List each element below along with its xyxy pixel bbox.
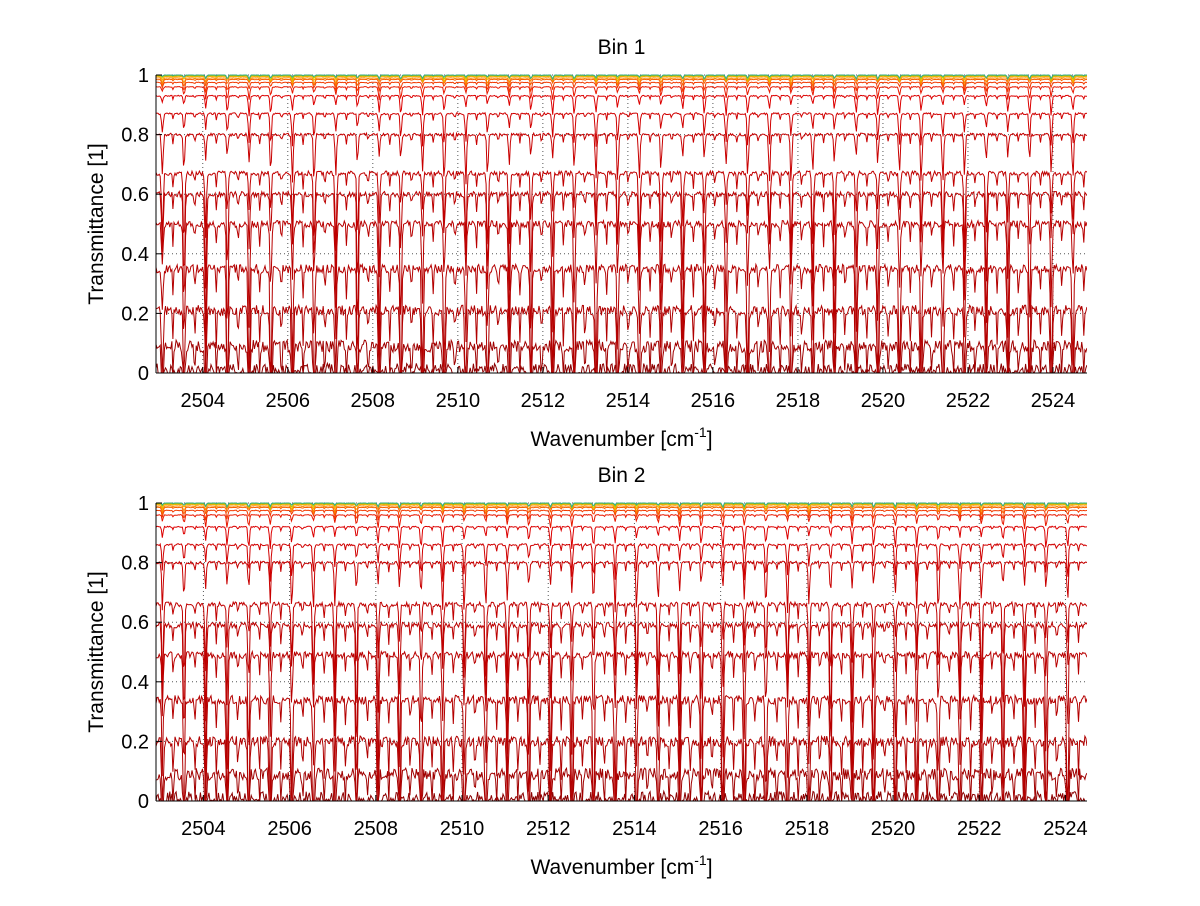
- series-line: [156, 218, 1087, 346]
- x-tick-label: 2506: [267, 818, 312, 840]
- y-tick-label: 0.4: [121, 672, 149, 694]
- y-tick-label: 1: [138, 65, 149, 87]
- x-tick-label: 2508: [354, 818, 399, 840]
- series-group: [156, 502, 1087, 801]
- x-tick-label: 2516: [691, 390, 736, 412]
- x-tick-label: 2518: [776, 390, 821, 412]
- series-line: [156, 78, 1087, 89]
- x-tick-label: 2514: [606, 390, 651, 412]
- chart-title: Bin 1: [598, 36, 646, 59]
- plot-area: [156, 503, 1087, 801]
- series-line: [156, 111, 1087, 147]
- panel-bin-2: 2504 2506 2508 2510 2512 2514 2516 2518 2520 2522…: [85, 464, 1088, 879]
- y-tick-label: 0.8: [121, 125, 149, 147]
- y-tick-label: 0.2: [121, 303, 149, 325]
- y-tick-label: 0: [138, 363, 149, 385]
- series-line: [156, 94, 1087, 117]
- series-line: [156, 506, 1087, 517]
- series-line: [156, 77, 1087, 87]
- series-line: [156, 559, 1087, 614]
- x-axis-label-main: Wavenumber [cm: [530, 428, 694, 451]
- x-tick-label: 2524: [1031, 390, 1076, 412]
- series-line: [156, 74, 1087, 81]
- x-tick-label: 2514: [612, 818, 657, 840]
- x-tick-label: 2512: [521, 390, 566, 412]
- series-line: [156, 502, 1087, 511]
- x-axis-label-close: ]: [707, 428, 713, 451]
- x-tick-label: 2504: [181, 390, 226, 412]
- series-line: [156, 649, 1087, 778]
- series-line: [156, 338, 1087, 373]
- y-tick-label: 0.4: [121, 244, 149, 266]
- x-tick-label: 2510: [436, 390, 481, 412]
- x-axis-label: Wavenumber [cm-1]: [530, 852, 712, 879]
- series-line: [156, 502, 1087, 509]
- x-tick-label: 2506: [266, 390, 311, 412]
- y-tick-label: 0.6: [121, 612, 149, 634]
- x-tick-label: 2524: [1043, 818, 1088, 840]
- x-tick-label: 2508: [351, 390, 396, 412]
- x-axis-label-exponent: -1: [694, 424, 707, 440]
- series-line: [156, 131, 1087, 185]
- series-line: [156, 189, 1087, 291]
- x-tick-label: 2504: [181, 818, 226, 840]
- x-tick-label: 2522: [957, 818, 1002, 840]
- series-line: [156, 303, 1087, 373]
- series-line: [156, 509, 1087, 521]
- series-line: [156, 81, 1087, 93]
- x-axis-label-close: ]: [707, 856, 713, 879]
- series-line: [156, 74, 1087, 82]
- series-line: [156, 525, 1087, 550]
- x-tick-label: 2520: [861, 390, 906, 412]
- series-line: [156, 262, 1087, 373]
- series-line: [156, 75, 1087, 84]
- series-line: [156, 513, 1087, 529]
- series-line: [156, 693, 1087, 801]
- chart-title: Bin 2: [598, 464, 646, 487]
- x-axis-label-exponent: -1: [694, 852, 707, 868]
- series-line: [156, 85, 1087, 101]
- series-line: [156, 789, 1087, 801]
- x-tick-label: 2520: [871, 818, 916, 840]
- series-line: [156, 600, 1087, 688]
- y-tick-label: 0.8: [121, 553, 149, 575]
- y-tick-label: 0.2: [121, 731, 149, 753]
- x-axis-label: Wavenumber [cm-1]: [530, 424, 712, 451]
- x-tick-label: 2518: [785, 818, 830, 840]
- x-tick-label: 2522: [946, 390, 991, 412]
- series-line: [156, 734, 1087, 801]
- panel-bin-1: 2504 2506 2508 2510 2512 2514 2516 2518 2520 2522…: [85, 36, 1087, 451]
- y-tick-label: 0.6: [121, 184, 149, 206]
- series-line: [156, 169, 1087, 253]
- y-axis-label: Transmittance [1]: [85, 143, 108, 304]
- x-tick-label: 2512: [526, 818, 571, 840]
- y-axis-label: Transmittance [1]: [85, 571, 108, 732]
- series-line: [156, 505, 1087, 515]
- series-line: [156, 766, 1087, 801]
- x-axis-label-main: Wavenumber [cm: [530, 856, 694, 879]
- series-line: [156, 542, 1087, 582]
- x-tick-label: 2516: [698, 818, 743, 840]
- series-line: [156, 620, 1087, 726]
- y-tick-label: 0: [138, 791, 149, 813]
- x-tick-label: 2510: [440, 818, 485, 840]
- series-line: [156, 503, 1087, 512]
- y-tick-label: 1: [138, 493, 149, 515]
